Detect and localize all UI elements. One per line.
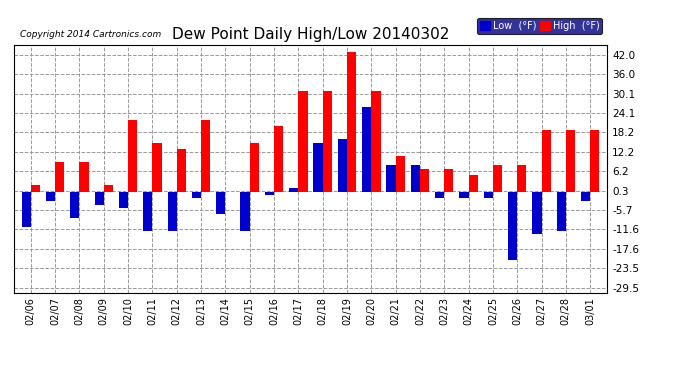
Bar [250,143,259,192]
Bar [152,143,161,192]
Bar [144,192,152,231]
Bar [95,192,103,205]
Bar [557,192,566,231]
Bar [444,169,453,192]
Bar [201,120,210,192]
Bar [119,192,128,208]
Bar [581,192,590,201]
Bar [128,120,137,192]
Bar [411,165,420,192]
Bar [265,192,274,195]
Bar [240,192,250,231]
Bar [493,165,502,192]
Bar [323,91,332,192]
Bar [216,192,226,214]
Bar [371,91,381,192]
Bar [566,130,575,192]
Bar [31,185,40,192]
Bar [313,143,323,192]
Bar [518,165,526,192]
Bar [70,192,79,217]
Bar [508,192,518,260]
Text: Copyright 2014 Cartronics.com: Copyright 2014 Cartronics.com [20,30,161,39]
Legend: Low  (°F), High  (°F): Low (°F), High (°F) [477,18,602,33]
Bar [46,192,55,201]
Bar [362,107,371,192]
Bar [79,162,89,192]
Bar [21,192,31,227]
Bar [395,156,405,192]
Bar [337,140,347,192]
Bar [532,192,542,234]
Bar [177,149,186,192]
Bar [484,192,493,198]
Bar [274,126,284,192]
Bar [298,91,308,192]
Bar [55,162,64,192]
Bar [435,192,444,198]
Bar [168,192,177,231]
Bar [289,188,298,192]
Bar [542,130,551,192]
Bar [386,165,395,192]
Bar [460,192,469,198]
Bar [347,51,356,192]
Bar [590,130,600,192]
Bar [469,175,477,192]
Bar [104,185,113,192]
Bar [192,192,201,198]
Bar [420,169,429,192]
Title: Dew Point Daily High/Low 20140302: Dew Point Daily High/Low 20140302 [172,27,449,42]
